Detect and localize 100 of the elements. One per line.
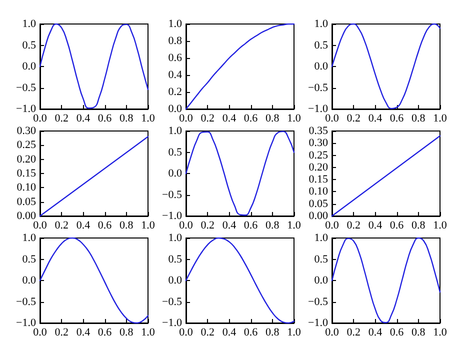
x-tick-label: 0.2: [200, 326, 214, 338]
x-tick-label: 1.0: [433, 112, 448, 124]
y-tick-label: 0.20: [308, 161, 328, 174]
line-series: [39, 23, 149, 109]
x-tick-label: 0.0: [179, 112, 194, 124]
x-tick-label: 0.0: [179, 220, 194, 232]
x-tick-label: 1.0: [141, 220, 156, 232]
x-tick-label: 0.8: [412, 112, 426, 124]
x-tick-label: 0.0: [325, 220, 340, 232]
line-series: [185, 130, 295, 216]
line-series: [185, 23, 295, 110]
y-tick-label: 0.25: [16, 139, 36, 152]
x-tick-label: 0.2: [54, 112, 68, 124]
y-tick-label: 0.2: [168, 86, 182, 98]
x-tick-label: 0.6: [98, 220, 112, 232]
x-tick-label: 0.2: [54, 326, 68, 338]
x-tick-label: 0.6: [390, 112, 404, 124]
y-tick-label: −1.0: [16, 103, 36, 115]
x-tick-label: 0.4: [368, 112, 383, 124]
y-tick-label: 0.6: [168, 52, 182, 64]
y-tick-label: 0.5: [168, 146, 182, 158]
y-tick-label: 0.00: [16, 210, 36, 222]
y-tick-label: −1.0: [308, 103, 328, 115]
y-tick-label: −1.0: [16, 317, 36, 329]
x-tick-label: 0.6: [98, 326, 112, 338]
x-tick-label: 0.8: [412, 326, 426, 338]
x-tick-label: 0.8: [266, 112, 280, 124]
y-tick-label: −1.0: [162, 210, 182, 222]
y-tick-label: 1.0: [314, 232, 328, 244]
x-tick-label: 0.6: [244, 326, 258, 338]
y-tick-label: 0.30: [16, 125, 36, 137]
x-tick-label: 0.8: [266, 326, 280, 338]
y-tick-label: −0.5: [16, 296, 36, 308]
y-tick-label: 0.5: [314, 253, 328, 266]
x-tick-label: 0.6: [98, 112, 112, 124]
y-tick-label: 0.05: [308, 198, 328, 210]
x-tick-label: 0.6: [244, 220, 258, 232]
y-tick-label: 1.0: [314, 18, 328, 30]
y-tick-label: 0.05: [16, 196, 36, 208]
x-tick-label: 0.4: [222, 326, 237, 338]
y-tick-label: 0.5: [314, 39, 328, 52]
x-tick-label: 0.2: [54, 220, 68, 232]
y-tick-label: 0.00: [308, 210, 328, 222]
x-tick-label: 0.4: [222, 112, 237, 124]
x-tick-label: 0.2: [200, 112, 214, 124]
x-tick-label: 1.0: [287, 326, 302, 338]
y-tick-label: 1.0: [22, 232, 36, 244]
y-tick-label: 1.0: [168, 18, 182, 30]
y-tick-label: 0.0: [314, 274, 328, 286]
x-tick-label: 0.4: [76, 326, 91, 338]
x-tick-label: 0.0: [325, 326, 340, 338]
y-tick-label: 0.0: [22, 60, 36, 72]
x-tick-label: 0.0: [33, 112, 48, 124]
y-tick-label: −0.5: [162, 188, 182, 201]
y-tick-label: −1.0: [162, 317, 182, 329]
x-tick-label: 1.0: [141, 326, 156, 338]
y-tick-label: 0.0: [168, 103, 182, 115]
x-tick-label: 1.0: [433, 326, 448, 338]
y-tick-label: −0.5: [16, 82, 36, 94]
x-tick-label: 0.4: [222, 220, 237, 232]
x-tick-label: 0.0: [325, 112, 340, 124]
x-tick-label: 0.2: [346, 112, 360, 124]
y-tick-label: 1.0: [22, 18, 36, 30]
x-tick-label: 0.8: [120, 326, 134, 338]
x-tick-label: 0.8: [266, 220, 280, 232]
x-tick-label: 0.6: [390, 326, 404, 338]
y-tick-label: 0.35: [308, 125, 328, 137]
y-tick-label: −0.5: [308, 82, 328, 94]
y-tick-label: 0.0: [22, 274, 36, 286]
x-tick-label: 0.0: [33, 220, 48, 232]
x-tick-label: 1.0: [287, 220, 302, 232]
y-tick-label: 1.0: [168, 125, 182, 137]
y-tick-label: 0.15: [16, 168, 36, 180]
y-tick-label: 0.8: [168, 35, 182, 47]
y-tick-label: 0.0: [314, 60, 328, 72]
x-tick-label: 0.8: [120, 220, 134, 232]
x-tick-label: 1.0: [287, 112, 302, 124]
y-tick-label: 0.5: [22, 253, 36, 266]
x-tick-label: 0.2: [346, 220, 360, 232]
line-series: [331, 237, 441, 324]
line-series: [331, 23, 441, 110]
y-tick-label: 0.30: [308, 137, 328, 150]
y-tick-label: 0.10: [16, 182, 36, 194]
y-tick-label: 1.0: [168, 232, 182, 244]
y-tick-label: 0.5: [168, 253, 182, 266]
x-tick-label: 1.0: [433, 220, 448, 232]
x-tick-label: 0.4: [368, 326, 383, 338]
y-tick-label: 0.25: [308, 149, 328, 162]
y-tick-label: 0.10: [308, 186, 328, 198]
x-tick-label: 0.8: [412, 220, 426, 232]
x-tick-label: 0.6: [244, 112, 258, 124]
line-series: [185, 237, 295, 324]
x-tick-label: 0.4: [368, 220, 383, 232]
y-tick-label: −1.0: [308, 317, 328, 329]
y-tick-label: 0.4: [168, 69, 182, 81]
x-tick-label: 0.4: [76, 112, 91, 124]
y-tick-label: −0.5: [162, 296, 182, 308]
y-tick-label: 0.5: [22, 39, 36, 52]
line-series: [39, 237, 149, 324]
y-tick-label: 0.0: [168, 168, 182, 180]
